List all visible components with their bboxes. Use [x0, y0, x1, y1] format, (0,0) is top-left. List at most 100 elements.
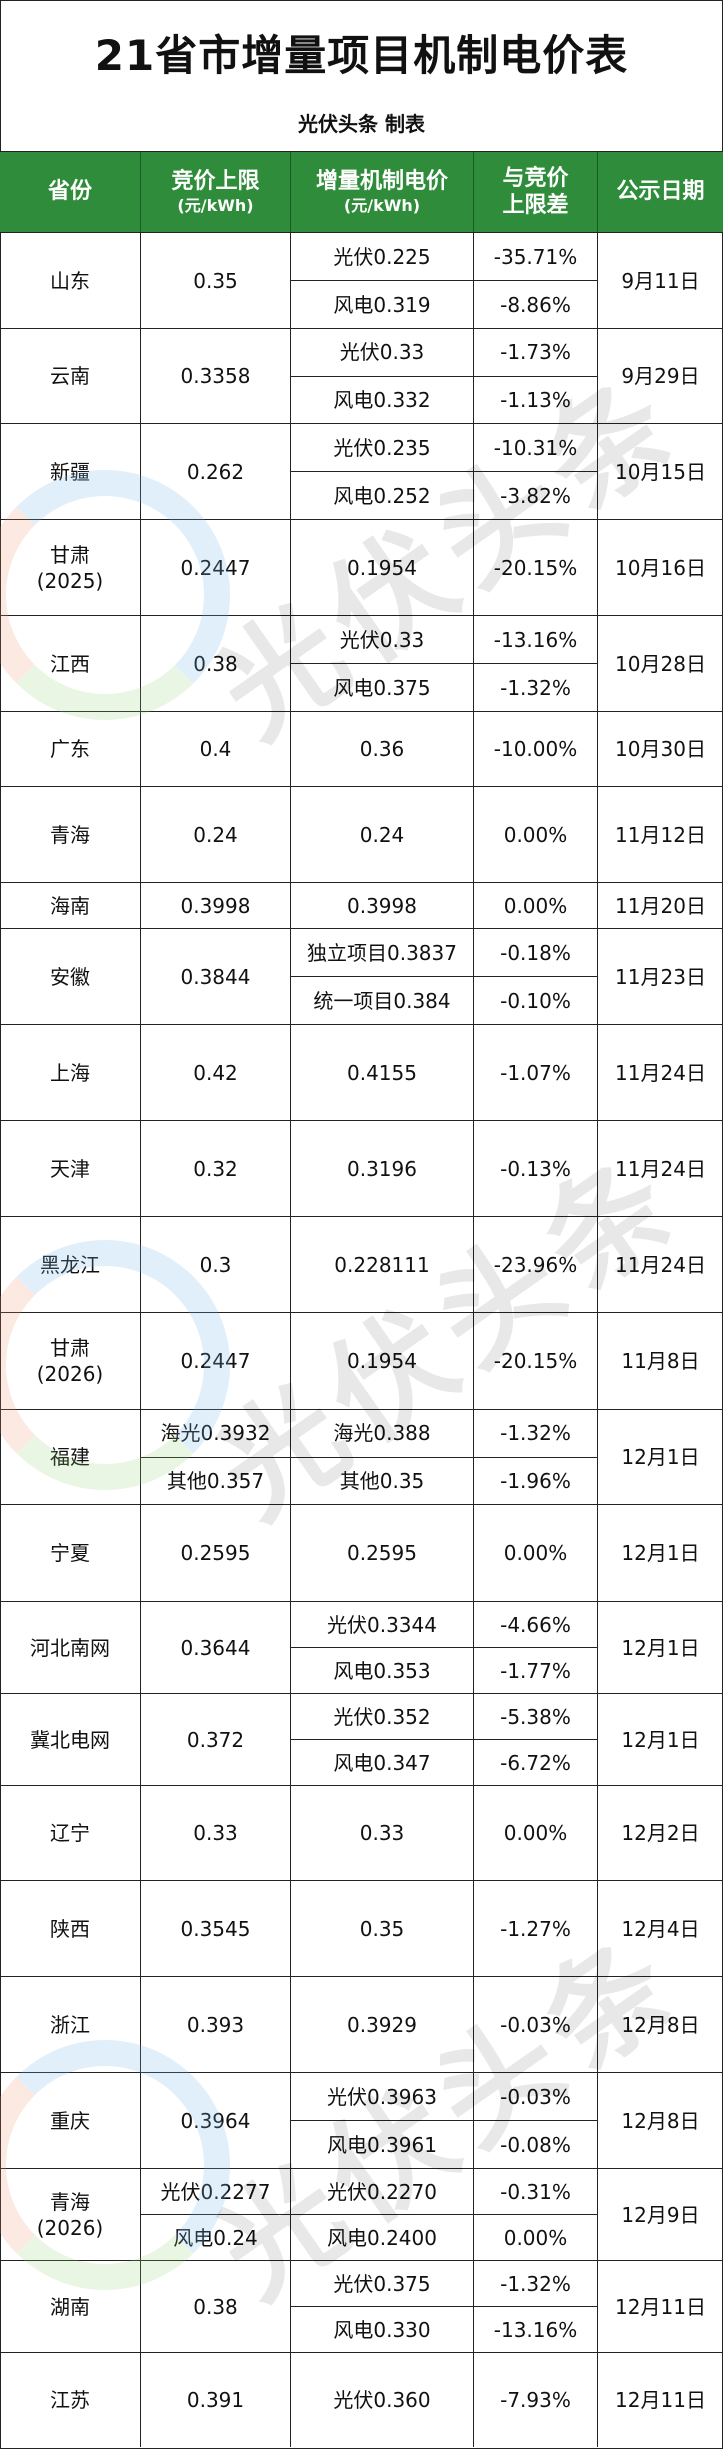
- province-cell: 云南: [0, 329, 140, 423]
- diff-cell: -10.31%: [493, 435, 578, 460]
- province-column: 安徽: [0, 929, 141, 1024]
- price-cell: 0.4155: [347, 1060, 417, 1085]
- province-note: (2026): [36, 1362, 104, 1386]
- diff-column: -7.93%: [474, 2353, 598, 2447]
- price-cell: 风电0.347: [291, 1739, 473, 1785]
- province-name: 福建: [50, 1445, 90, 1469]
- diff-column: -0.13%: [474, 1121, 598, 1216]
- price-cell: 光伏0.235: [333, 435, 431, 460]
- province-name: 广东: [50, 737, 90, 761]
- diff-cell: -0.31%: [500, 2179, 571, 2204]
- price-column: 0.3998: [291, 883, 474, 928]
- price-cell: 风电0.332: [291, 375, 473, 424]
- diff-column: -10.31% -3.82%: [474, 424, 598, 519]
- table-header: 省份 竞价上限 (元/kWh) 增量机制电价 (元/kWh) 与竞价 上限差 公…: [0, 151, 723, 232]
- province-column: 海南: [0, 883, 141, 928]
- header-diff-line1: 与竞价: [502, 165, 569, 191]
- diff-cell: -13.16%: [474, 2306, 597, 2352]
- province-name: 甘肃: [50, 542, 90, 567]
- price-cell: 风电0.353: [291, 1647, 473, 1693]
- price-cell: 0.2595: [347, 1541, 417, 1565]
- price-cell: 光伏0.33: [339, 340, 425, 365]
- province-cell: 海南: [0, 883, 140, 928]
- province-column: 河北南网: [0, 1602, 141, 1693]
- cap-column: 0.393: [141, 1977, 291, 2072]
- cap-column: 0.3844: [141, 929, 291, 1024]
- header-cap-label: 竞价上限: [171, 169, 260, 195]
- diff-cell: -0.08%: [474, 2120, 597, 2168]
- date-column: 12月1日: [598, 1602, 723, 1693]
- date-cell: 10月30日: [615, 737, 706, 761]
- diff-column: 0.00%: [474, 1786, 598, 1880]
- price-cell: 风电0.3961: [291, 2120, 473, 2168]
- cap-cell: 0.4: [199, 737, 232, 761]
- diff-column: 0.00%: [474, 1505, 598, 1601]
- price-column: 0.3929: [291, 1977, 474, 2072]
- diff-cell: -20.15%: [493, 555, 578, 580]
- date-column: 9月29日: [598, 329, 723, 423]
- diff-column: -1.32% -1.96%: [474, 1410, 598, 1504]
- cap-column: 0.262: [141, 424, 291, 519]
- price-column: 光伏0.33 风电0.375: [291, 616, 474, 711]
- province-cell: 福建: [0, 1410, 140, 1504]
- date-column: 11月23日: [598, 929, 723, 1024]
- province-note: (2025): [36, 568, 104, 593]
- province-name: 冀北电网: [30, 1727, 110, 1752]
- province-cell: 江西: [0, 616, 140, 711]
- diff-cell: -1.32%: [500, 1421, 571, 1446]
- province-column: 广东: [0, 712, 141, 786]
- price-cell: 0.3998: [347, 893, 417, 918]
- price-column: 光伏0.3344 风电0.353: [291, 1602, 474, 1693]
- header-price: 增量机制电价 (元/kWh): [291, 152, 474, 232]
- cap-column: 0.3644: [141, 1602, 291, 1693]
- table-row: 辽宁 0.33 0.33 0.00% 12月2日: [0, 1785, 723, 1880]
- price-cell: 光伏0.225: [333, 244, 431, 269]
- cap-column: 0.32: [141, 1121, 291, 1216]
- province-name: 河北南网: [30, 1635, 110, 1660]
- province-column: 重庆: [0, 2073, 141, 2168]
- province-column: 青海: [0, 787, 141, 882]
- date-column: 11月12日: [598, 787, 723, 882]
- province-name: 江苏: [50, 2388, 90, 2412]
- cap-column: 0.3358: [141, 329, 291, 423]
- diff-column: -13.16% -1.32%: [474, 616, 598, 711]
- diff-cell: 0.00%: [503, 1541, 568, 1565]
- cap-cell: 0.391: [186, 2388, 245, 2412]
- date-cell: 11月24日: [615, 1060, 706, 1085]
- province-cell: 山东: [0, 233, 140, 328]
- province-cell: 湖南: [0, 2261, 140, 2352]
- price-column: 0.3196: [291, 1121, 474, 1216]
- cap-cell: 0.262: [186, 459, 245, 484]
- price-cell: 风电0.330: [291, 2306, 473, 2352]
- province-name: 山东: [50, 268, 90, 293]
- cap-cell: 0.24: [193, 822, 238, 847]
- province-cell: 宁夏: [0, 1505, 140, 1601]
- province-name: 上海: [50, 1060, 90, 1085]
- date-column: 12月11日: [598, 2353, 723, 2447]
- diff-column: -5.38% -6.72%: [474, 1694, 598, 1785]
- date-cell: 12月11日: [615, 2294, 706, 2319]
- cap-column: 0.38: [141, 2261, 291, 2352]
- header-diff: 与竞价 上限差: [474, 152, 598, 232]
- province-name: 黑龙江: [40, 1252, 100, 1277]
- date-cell: 10月16日: [615, 555, 706, 580]
- date-column: 12月2日: [598, 1786, 723, 1880]
- province-column: 浙江: [0, 1977, 141, 2072]
- table-row: 重庆 0.3964 光伏0.3963 风电0.3961 -0.03% -0.08% 12月8…: [0, 2072, 723, 2168]
- header-cap: 竞价上限 (元/kWh): [141, 152, 291, 232]
- province-name: 海南: [50, 893, 90, 918]
- page-subtitle: 光伏头条 制表: [298, 112, 425, 136]
- table-row: 安徽 0.3844 独立项目0.3837 统一项目0.384 -0.18% -0.10% 1…: [0, 928, 723, 1024]
- cap-column: 0.33: [141, 1786, 291, 1880]
- cap-column: 0.38: [141, 616, 291, 711]
- price-cell: 0.36: [359, 737, 405, 761]
- province-column: 青海 (2026): [0, 2169, 141, 2260]
- province-name: 甘肃: [50, 1336, 90, 1360]
- date-column: 10月30日: [598, 712, 723, 786]
- province-cell: 青海 (2026): [0, 2169, 140, 2260]
- header-price-unit: (元/kWh): [343, 195, 421, 215]
- table-row: 广东 0.4 0.36 -10.00% 10月30日: [0, 711, 723, 786]
- price-column: 0.1954: [291, 520, 474, 615]
- table-row: 上海 0.42 0.4155 -1.07% 11月24日: [0, 1024, 723, 1120]
- table-row: 浙江 0.393 0.3929 -0.03% 12月8日: [0, 1976, 723, 2072]
